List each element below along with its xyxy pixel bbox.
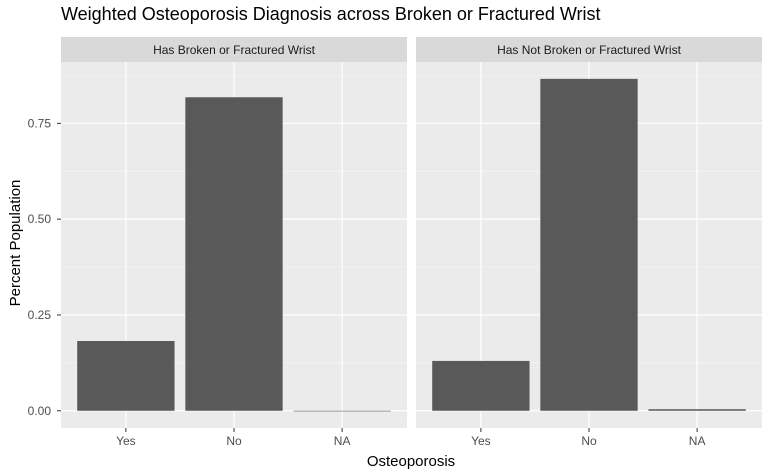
facet-panel: Has Broken or Fractured Wrist Yes No NA xyxy=(61,37,407,448)
x-tick-label: NA xyxy=(689,434,706,448)
facet-strip xyxy=(416,37,762,62)
y-tick-label: 0.50 xyxy=(28,212,52,226)
facet-strip xyxy=(61,37,407,62)
bar-no xyxy=(540,78,638,411)
bar-no xyxy=(185,97,283,411)
bar-yes xyxy=(77,341,175,411)
y-tick-label: 0.25 xyxy=(28,308,52,322)
x-tick-label: Yes xyxy=(116,434,136,448)
x-tick-label: No xyxy=(581,434,597,448)
y-axis-title: Percent Population xyxy=(7,180,24,307)
y-axis: 0.00 0.25 0.50 0.75 xyxy=(28,116,61,418)
chart-title: Weighted Osteoporosis Diagnosis across B… xyxy=(61,4,601,24)
facet-strip-label: Has Not Broken or Fractured Wrist xyxy=(497,43,681,57)
x-tick-label: NA xyxy=(334,434,351,448)
y-tick-label: 0.00 xyxy=(28,404,52,418)
bar-na xyxy=(648,409,746,411)
bar-yes xyxy=(432,360,530,411)
facet-strip-label: Has Broken or Fractured Wrist xyxy=(153,43,315,57)
bar-na xyxy=(293,410,391,412)
x-tick-label: No xyxy=(226,434,242,448)
y-tick-label: 0.75 xyxy=(28,116,52,130)
x-axis-title: Osteoporosis xyxy=(367,453,455,470)
x-tick-label: Yes xyxy=(471,434,491,448)
facet-panel: Has Not Broken or Fractured Wrist Yes No NA xyxy=(416,37,762,448)
